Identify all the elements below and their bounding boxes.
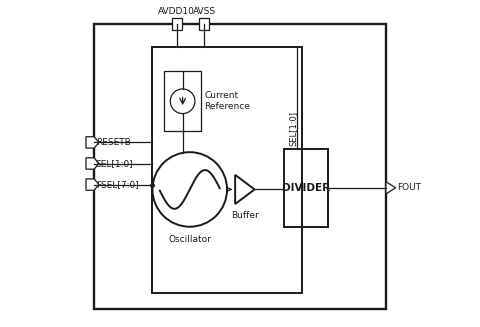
- Bar: [164, 71, 201, 131]
- Text: SEL[1:0]: SEL[1:0]: [96, 159, 133, 168]
- Polygon shape: [386, 182, 396, 194]
- Polygon shape: [86, 179, 99, 190]
- Text: Buffer: Buffer: [231, 211, 259, 220]
- Polygon shape: [86, 137, 99, 148]
- Text: RESETB: RESETB: [96, 138, 131, 147]
- Text: AVSS: AVSS: [193, 7, 216, 16]
- Bar: [284, 149, 327, 227]
- Bar: [94, 24, 386, 309]
- Text: FOUT: FOUT: [397, 183, 421, 192]
- Bar: [200, 18, 209, 30]
- Text: SEL[1:0]: SEL[1:0]: [288, 111, 298, 146]
- Text: DIVIDER: DIVIDER: [282, 183, 330, 193]
- Text: FSEL[7:0]: FSEL[7:0]: [96, 180, 138, 189]
- Polygon shape: [86, 158, 99, 169]
- Bar: [153, 47, 301, 293]
- Text: Current
Reference: Current Reference: [204, 91, 250, 111]
- Bar: [172, 18, 181, 30]
- Text: AVDD10: AVDD10: [158, 7, 195, 16]
- Text: Oscillator: Oscillator: [168, 235, 211, 244]
